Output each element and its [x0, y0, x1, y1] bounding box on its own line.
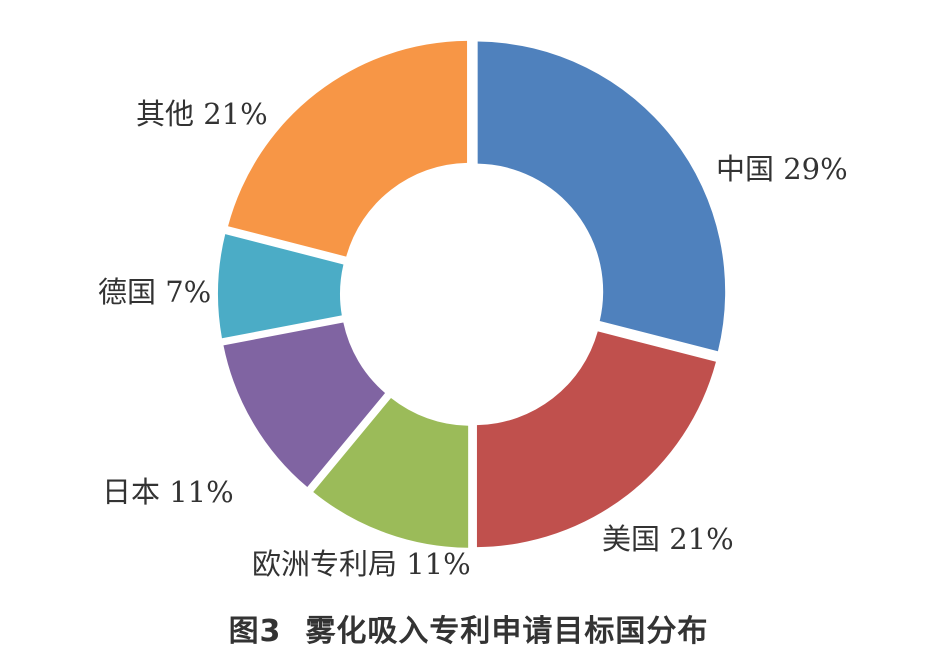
slice-4: [223, 322, 386, 488]
figure-caption: 图3 雾化吸入专利申请目标国分布: [0, 606, 937, 650]
figure-number: 图3: [228, 614, 282, 649]
donut-chart-svg: 中国 29% 美国 21% 欧洲专利局 11% 日本 11% 德国 7% 其他 21%: [98, 40, 848, 581]
slice-6: [228, 40, 468, 257]
slices-layer: [218, 40, 726, 548]
figure-title: 雾化吸入专利申请目标国分布: [305, 614, 709, 649]
slice-label-3: 欧洲专利局 11%: [252, 547, 471, 581]
slice-label-2: 美国 21%: [602, 522, 734, 556]
slice-1: [477, 41, 726, 352]
slice-3: [313, 397, 469, 548]
slice-label-4: 日本 11%: [102, 475, 234, 509]
donut-chart: 中国 29% 美国 21% 欧洲专利局 11% 日本 11% 德国 7% 其他 21%: [98, 40, 848, 581]
slice-label-1: 中国 29%: [716, 152, 848, 186]
slice-label-6: 其他 21%: [136, 97, 268, 131]
slice-5: [218, 234, 344, 339]
slice-label-5: 德国 7%: [98, 275, 211, 309]
labels-layer: 中国 29% 美国 21% 欧洲专利局 11% 日本 11% 德国 7% 其他 21%: [98, 97, 848, 581]
slice-2: [476, 331, 716, 548]
